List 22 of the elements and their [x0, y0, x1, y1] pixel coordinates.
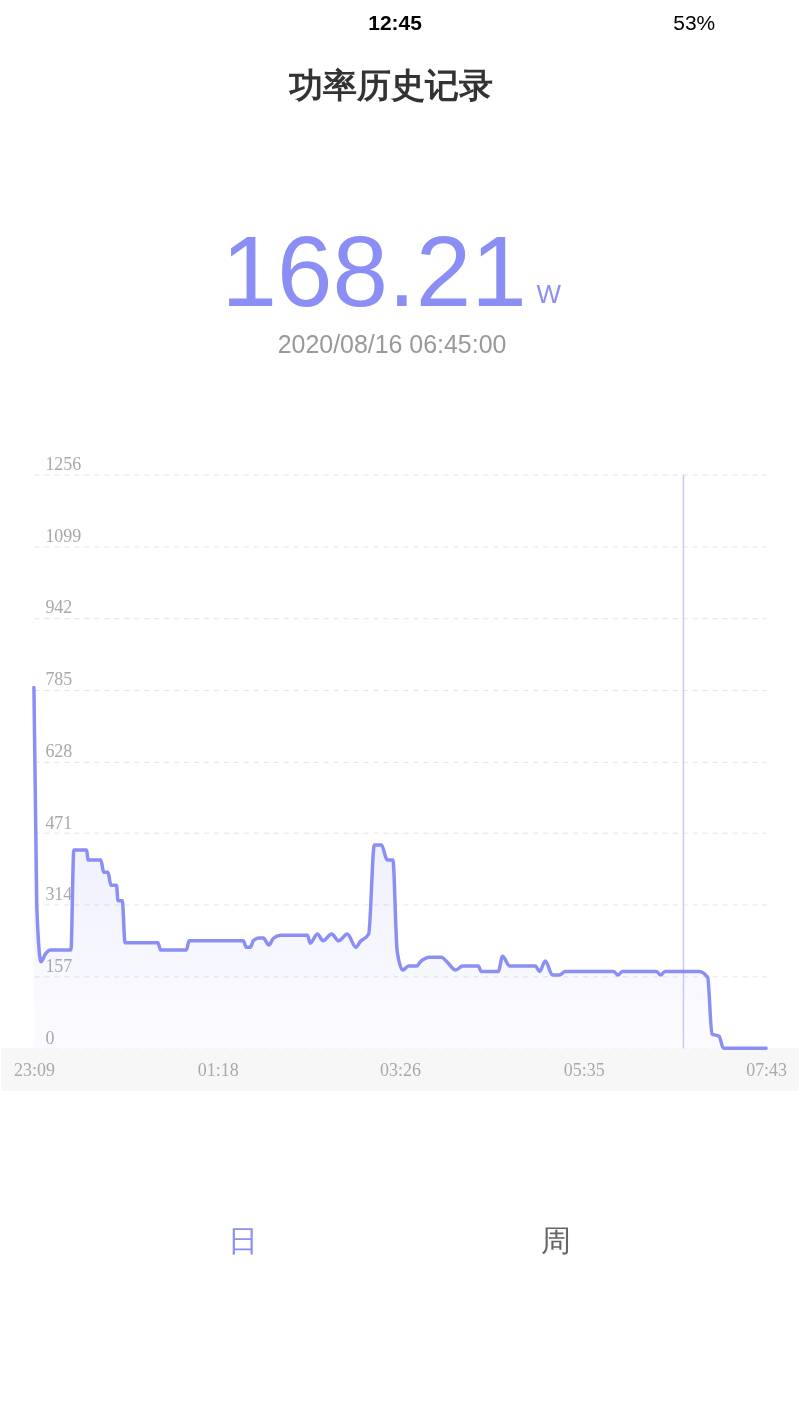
text: 12:45 — [368, 10, 423, 34]
chart-title: 功率历史记录 — [288, 65, 494, 105]
x-tick-label: 23:09 — [13, 1059, 55, 1080]
x-tick-label: 07:43 — [746, 1059, 788, 1080]
text: 日 — [228, 1222, 259, 1258]
text: W — [536, 280, 562, 309]
x-tick-label: 01:18 — [197, 1059, 239, 1080]
y-tick-label: 628 — [45, 740, 73, 761]
text: 2020/08/16 06:45:00 — [277, 329, 507, 358]
text: 周 — [540, 1222, 571, 1258]
y-tick-label: 314 — [45, 884, 73, 905]
y-tick-label: 0 — [45, 1027, 55, 1048]
y-tick-label: 1256 — [45, 454, 82, 475]
y-tick-label: 1099 — [45, 525, 82, 546]
text: 53% — [673, 10, 716, 34]
y-tick-label: 942 — [45, 597, 73, 618]
text: 168.21 — [221, 216, 527, 328]
y-tick-label: 785 — [45, 669, 73, 690]
x-tick-label: 05:35 — [563, 1059, 605, 1080]
x-tick-label: 03:26 — [380, 1059, 421, 1080]
y-tick-label: 471 — [45, 812, 73, 833]
y-tick-label: 157 — [45, 955, 73, 976]
